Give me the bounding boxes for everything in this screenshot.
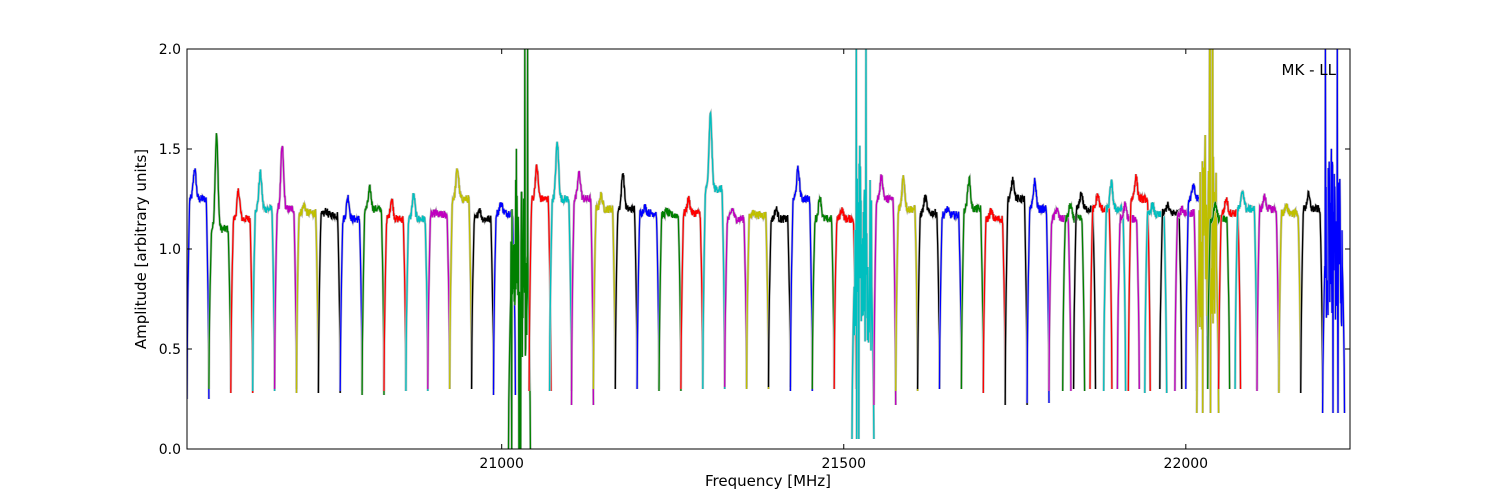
background-series-line	[1299, 189, 1324, 394]
background-series-line	[872, 174, 897, 406]
series-line	[1300, 190, 1324, 394]
background-series-line	[1255, 193, 1281, 392]
series-line	[1026, 177, 1050, 404]
series-line	[811, 195, 835, 390]
series-line	[702, 110, 726, 390]
series-line	[317, 207, 341, 394]
background-series-line	[382, 197, 408, 392]
series-line	[1103, 179, 1127, 392]
background-series-line	[470, 208, 495, 390]
background-series-line	[273, 145, 298, 390]
series-line	[680, 195, 704, 390]
series-line	[295, 201, 320, 394]
background-series-line	[317, 207, 342, 394]
series-line	[916, 194, 941, 390]
series-line	[1207, 201, 1231, 390]
series-line	[1004, 176, 1028, 406]
series-line	[427, 207, 451, 390]
x-tick-label: 22000	[1164, 456, 1209, 472]
background-series-line	[207, 133, 233, 390]
series-layer	[187, 49, 1346, 449]
series-line	[614, 173, 638, 390]
series-line	[230, 188, 254, 394]
background-series-line	[723, 207, 748, 388]
background-series-line	[426, 205, 451, 390]
series-line	[1278, 203, 1302, 394]
background-series-line	[570, 170, 595, 406]
background-series-line	[295, 199, 320, 394]
series-line	[767, 206, 792, 388]
x-tick-label: 21500	[821, 456, 866, 472]
series-line	[405, 193, 429, 392]
background-series-line	[360, 184, 386, 396]
series-line	[938, 206, 963, 390]
x-axis-label: Frequency [MHz]	[705, 472, 831, 490]
series-line	[833, 207, 857, 390]
series-line	[636, 204, 660, 390]
y-tick-label: 1.5	[159, 142, 181, 158]
series-line	[361, 184, 385, 396]
series-line	[273, 145, 298, 390]
background-series-line	[592, 191, 617, 390]
series-line	[1116, 201, 1140, 390]
background-series-line	[1143, 201, 1168, 394]
series-line	[1174, 205, 1198, 392]
background-series-line	[1088, 192, 1114, 390]
background-series-line	[982, 207, 1007, 394]
series-line	[208, 133, 232, 390]
series-line	[548, 141, 573, 392]
background-series-line	[701, 108, 726, 390]
series-line	[187, 168, 210, 400]
series-line	[960, 174, 984, 390]
y-tick-label: 0.5	[159, 342, 181, 358]
background-series-line	[548, 141, 573, 392]
series-line	[895, 175, 919, 392]
y-tick-label: 2.0	[159, 42, 181, 58]
background-series-line	[811, 193, 836, 390]
series-line	[570, 170, 595, 406]
background-series-line	[916, 194, 941, 390]
series-line	[449, 168, 473, 390]
series-line	[470, 208, 495, 390]
background-series-line	[1277, 202, 1302, 394]
y-tick-label: 0.0	[159, 442, 181, 458]
background-series-line	[679, 195, 705, 390]
series-line	[873, 174, 897, 406]
series-line	[745, 209, 770, 390]
background-series-line	[767, 206, 792, 388]
y-axis-label: Amplitude [arbitrary units]	[132, 149, 150, 349]
series-line	[1062, 202, 1086, 392]
background-series-line	[938, 206, 963, 390]
series-line	[1321, 49, 1346, 414]
background-series-line	[1047, 204, 1073, 392]
series-line	[592, 191, 616, 390]
ticks-layer: 21000 21500 22000 0.0 0.5 1.0 1.5 2.0	[159, 42, 1350, 472]
background-series-line	[1158, 201, 1183, 390]
background-series-line	[745, 209, 770, 390]
series-line	[1234, 190, 1258, 390]
series-line	[851, 49, 875, 440]
x-tick-label: 21000	[479, 456, 524, 472]
series-line	[1196, 49, 1220, 414]
background-series-line	[338, 194, 364, 392]
background-series-line	[1003, 176, 1029, 406]
series-line	[1127, 174, 1151, 392]
background-series-line	[657, 206, 683, 392]
series-line	[339, 194, 363, 392]
series-line	[528, 164, 552, 392]
series-line	[252, 169, 276, 392]
background-series-line	[187, 168, 211, 400]
series-line	[383, 198, 407, 392]
channel-annotation: MK - LL	[1282, 61, 1337, 79]
y-tick-label: 1.0	[159, 242, 181, 258]
series-line	[789, 165, 813, 392]
series-line	[724, 207, 748, 388]
series-line	[982, 207, 1006, 394]
series-line	[658, 207, 682, 392]
series-line	[507, 49, 532, 449]
series-line	[1256, 193, 1280, 392]
background-series-line	[635, 203, 661, 390]
